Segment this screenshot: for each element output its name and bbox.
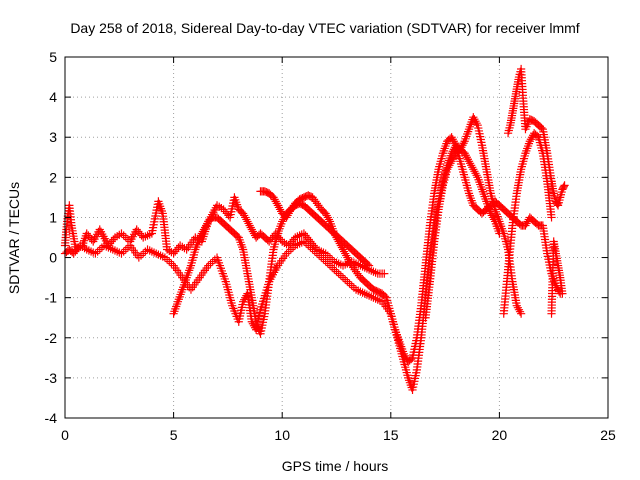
data-point: [363, 260, 372, 269]
data-point: [558, 289, 567, 298]
y-tick-label: 5: [49, 49, 57, 65]
x-tick-label: 0: [61, 427, 69, 443]
data-point: [517, 309, 526, 318]
x-axis-label: GPS time / hours: [282, 458, 389, 474]
data-point: [547, 213, 556, 222]
y-tick-label: 1: [49, 209, 57, 225]
x-tick-label: 10: [274, 427, 290, 443]
y-tick-label: -2: [45, 330, 58, 346]
data-point: [560, 181, 569, 190]
x-tick-label: 25: [600, 427, 616, 443]
chart-title: Day 258 of 2018, Sidereal Day-to-day VTE…: [70, 20, 579, 36]
data-points: [60, 64, 569, 395]
data-point: [406, 355, 416, 364]
y-tick-label: 0: [49, 250, 57, 266]
y-tick-label: -3: [45, 370, 58, 386]
y-tick-label: 4: [49, 89, 57, 105]
plot-frame: [64, 56, 609, 419]
data-point: [364, 261, 374, 270]
y-axis-label: SDTVAR / TECUs: [6, 182, 22, 294]
data-point: [263, 236, 272, 245]
data-point: [559, 182, 568, 191]
x-tick-label: 5: [170, 427, 178, 443]
y-tick-label: -1: [45, 290, 58, 306]
x-tick-label: 20: [492, 427, 508, 443]
y-tick-label: -4: [45, 410, 58, 426]
y-tick-label: 2: [49, 169, 57, 185]
axis-ticks: 0 5 10 15 20 25 -4 -3 -2 -1 0 1 2 3 4 5: [45, 49, 616, 443]
y-tick-label: 3: [49, 129, 57, 145]
x-tick-label: 15: [383, 427, 399, 443]
data-point: [68, 248, 77, 257]
data-point: [380, 269, 389, 278]
